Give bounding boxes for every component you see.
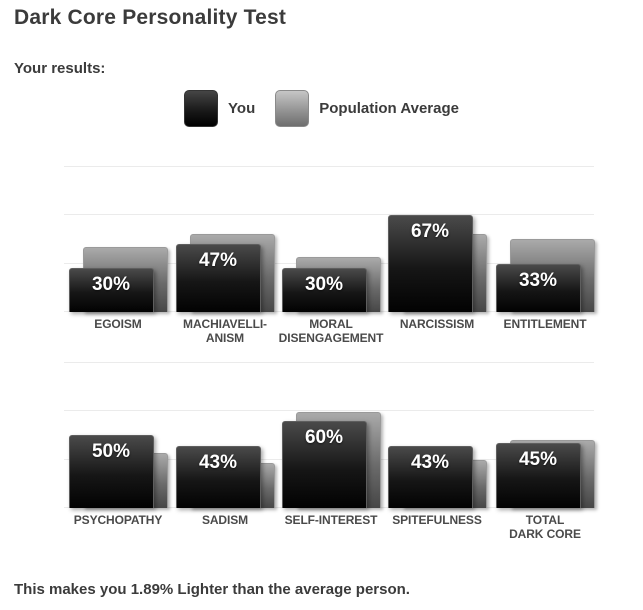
- bar-value-label: 43%: [410, 452, 450, 473]
- bar-value-label: 30%: [304, 274, 344, 295]
- category-label: EGOISM: [94, 317, 142, 331]
- legend-item-population-average: Population Average: [275, 89, 459, 127]
- bar-group: 50%: [68, 363, 168, 508]
- you-bar: 30%: [281, 268, 367, 312]
- dark-core-chart-row-2: 50% 43% 60% 43% 45% PSYCHOPATHY SADISM SELF-INT…: [0, 362, 643, 555]
- gridline: [64, 166, 594, 167]
- bar-group: 43%: [175, 363, 275, 508]
- you-bar: 60%: [281, 421, 367, 508]
- category-label: SADISM: [201, 513, 249, 527]
- bar-group: 33%: [495, 167, 595, 312]
- category-label: TOTAL DARK CORE: [509, 513, 581, 541]
- bar-group: 67%: [387, 167, 487, 312]
- bar-value-label: 33%: [518, 270, 558, 291]
- you-bar: 67%: [387, 215, 473, 312]
- bar-group: 30%: [281, 167, 381, 312]
- plot-area: 30% 47% 30% 67% 33%: [64, 166, 595, 312]
- dark-core-chart-row-1: 30% 47% 30% 67% 33% EGOISM MACHIAVELLI- ANISM MO…: [0, 166, 643, 359]
- category-label: MORAL DISENGAGEMENT: [278, 317, 384, 345]
- you-bar: 47%: [175, 244, 261, 312]
- bar-value-label: 30%: [91, 274, 131, 295]
- gridline: [64, 362, 594, 363]
- you-bar: 43%: [175, 446, 261, 508]
- population-average-legend-label: Population Average: [319, 99, 459, 117]
- you-bar: 43%: [387, 446, 473, 508]
- category-label: MACHIAVELLI- ANISM: [183, 317, 267, 345]
- population-average-swatch-icon: [275, 89, 310, 127]
- bar-value-label: 67%: [410, 221, 450, 242]
- you-bar: 33%: [495, 264, 581, 312]
- you-bar: 45%: [495, 443, 581, 508]
- bar-value-label: 60%: [304, 427, 344, 448]
- you-swatch-icon: [184, 89, 219, 127]
- you-legend-label: You: [228, 99, 256, 117]
- category-label: NARCISSISM: [399, 317, 475, 331]
- you-bar: 50%: [68, 435, 154, 508]
- bar-value-label: 45%: [518, 449, 558, 470]
- page-title: Dark Core Personality Test: [14, 6, 287, 29]
- bar-group: 47%: [175, 167, 275, 312]
- summary-text: This makes you 1.89% Lighter than the av…: [14, 581, 410, 598]
- bar-group: 60%: [281, 363, 381, 508]
- results-subtitle: Your results:: [14, 60, 106, 77]
- bar-group: 45%: [495, 363, 595, 508]
- bar-group: 43%: [387, 363, 487, 508]
- category-label: ENTITLEMENT: [503, 317, 587, 331]
- bar-value-label: 47%: [198, 250, 238, 271]
- bar-value-label: 50%: [91, 441, 131, 462]
- chart-legend: You Population Average: [0, 88, 643, 128]
- category-label: PSYCHOPATHY: [73, 513, 163, 527]
- gridline: [64, 214, 594, 216]
- gridline: [64, 410, 594, 412]
- bar-value-label: 43%: [198, 452, 238, 473]
- category-label: SPITEFULNESS: [392, 513, 482, 527]
- bar-group: 30%: [68, 167, 168, 312]
- category-label: SELF-INTEREST: [284, 513, 378, 527]
- you-bar: 30%: [68, 268, 154, 312]
- plot-area: 50% 43% 60% 43% 45%: [64, 362, 595, 508]
- legend-item-you: You: [184, 89, 256, 127]
